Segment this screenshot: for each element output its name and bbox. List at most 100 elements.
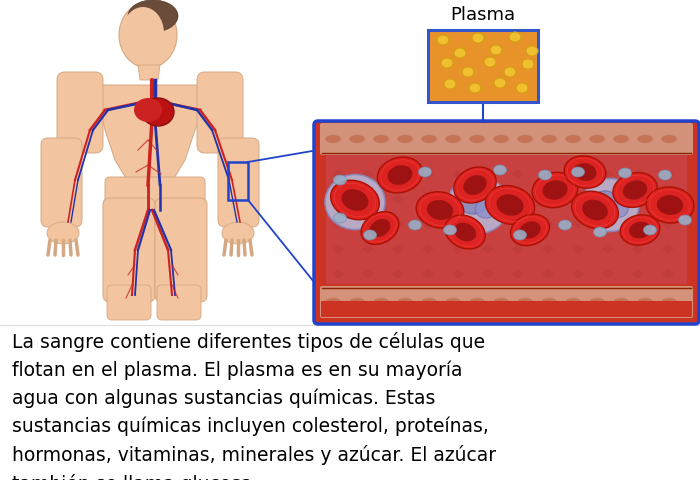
Ellipse shape [643, 225, 657, 235]
Polygon shape [632, 244, 644, 254]
Text: La sangre contiene diferentes tipos de células que
flotan en el plasma. El plasm: La sangre contiene diferentes tipos de c… [12, 332, 496, 480]
Polygon shape [392, 194, 404, 204]
Ellipse shape [463, 175, 486, 195]
Polygon shape [632, 219, 644, 229]
Ellipse shape [388, 165, 412, 185]
Ellipse shape [504, 67, 516, 77]
Polygon shape [362, 194, 374, 204]
Ellipse shape [416, 192, 464, 228]
Polygon shape [542, 219, 554, 229]
Ellipse shape [472, 33, 484, 43]
Ellipse shape [475, 200, 497, 218]
Ellipse shape [337, 188, 363, 211]
Ellipse shape [377, 157, 423, 193]
Ellipse shape [541, 135, 557, 143]
Ellipse shape [454, 167, 496, 203]
Ellipse shape [526, 46, 538, 56]
Ellipse shape [623, 180, 648, 200]
Polygon shape [602, 269, 614, 279]
FancyBboxPatch shape [428, 30, 538, 102]
Ellipse shape [494, 78, 506, 88]
Text: Plasma: Plasma [450, 6, 516, 24]
Ellipse shape [620, 215, 660, 245]
Ellipse shape [469, 135, 485, 143]
Ellipse shape [469, 298, 485, 306]
Ellipse shape [437, 35, 449, 45]
Polygon shape [512, 244, 524, 254]
Polygon shape [602, 244, 614, 254]
FancyBboxPatch shape [57, 72, 103, 153]
Ellipse shape [594, 227, 606, 237]
Ellipse shape [427, 200, 453, 220]
Ellipse shape [509, 32, 521, 42]
Polygon shape [602, 194, 614, 204]
FancyBboxPatch shape [320, 286, 693, 318]
Polygon shape [542, 194, 554, 204]
Ellipse shape [564, 156, 606, 188]
Ellipse shape [565, 298, 581, 306]
Ellipse shape [444, 215, 485, 249]
Polygon shape [482, 244, 494, 254]
FancyBboxPatch shape [321, 301, 692, 317]
Ellipse shape [637, 135, 653, 143]
Polygon shape [362, 269, 374, 279]
Polygon shape [602, 169, 614, 179]
FancyBboxPatch shape [107, 285, 151, 320]
Polygon shape [422, 219, 434, 229]
Ellipse shape [496, 194, 524, 216]
FancyBboxPatch shape [218, 138, 259, 227]
Ellipse shape [514, 230, 526, 240]
Ellipse shape [582, 200, 608, 220]
Ellipse shape [637, 298, 653, 306]
Ellipse shape [454, 48, 466, 58]
Ellipse shape [459, 190, 487, 214]
Ellipse shape [659, 170, 671, 180]
Ellipse shape [516, 83, 528, 93]
Ellipse shape [349, 135, 365, 143]
Polygon shape [138, 65, 160, 80]
Polygon shape [332, 169, 344, 179]
FancyBboxPatch shape [155, 198, 207, 302]
Ellipse shape [541, 298, 557, 306]
Polygon shape [572, 244, 584, 254]
Ellipse shape [397, 298, 413, 306]
FancyBboxPatch shape [320, 123, 693, 155]
Ellipse shape [325, 175, 385, 229]
Ellipse shape [613, 298, 629, 306]
Ellipse shape [493, 135, 509, 143]
FancyBboxPatch shape [157, 285, 201, 320]
Polygon shape [332, 194, 344, 204]
Polygon shape [452, 194, 464, 204]
Ellipse shape [608, 201, 628, 217]
Ellipse shape [678, 215, 692, 225]
Ellipse shape [119, 2, 177, 68]
Ellipse shape [128, 0, 178, 32]
Ellipse shape [444, 225, 456, 235]
Polygon shape [632, 269, 644, 279]
Bar [326, 155, 687, 284]
Ellipse shape [657, 195, 683, 215]
Ellipse shape [333, 213, 346, 223]
Ellipse shape [661, 135, 677, 143]
Polygon shape [602, 219, 614, 229]
Ellipse shape [612, 173, 657, 207]
Polygon shape [392, 169, 404, 179]
Ellipse shape [592, 191, 618, 213]
Ellipse shape [421, 135, 437, 143]
Polygon shape [392, 244, 404, 254]
Polygon shape [572, 194, 584, 204]
Polygon shape [572, 219, 584, 229]
Polygon shape [332, 269, 344, 279]
Ellipse shape [517, 298, 533, 306]
Polygon shape [662, 169, 674, 179]
Ellipse shape [444, 79, 456, 89]
Ellipse shape [538, 170, 552, 180]
Ellipse shape [142, 98, 174, 126]
Ellipse shape [445, 135, 461, 143]
FancyBboxPatch shape [105, 177, 205, 217]
Polygon shape [362, 169, 374, 179]
Polygon shape [482, 219, 494, 229]
Ellipse shape [519, 221, 540, 239]
FancyBboxPatch shape [103, 198, 155, 302]
Ellipse shape [419, 167, 431, 177]
